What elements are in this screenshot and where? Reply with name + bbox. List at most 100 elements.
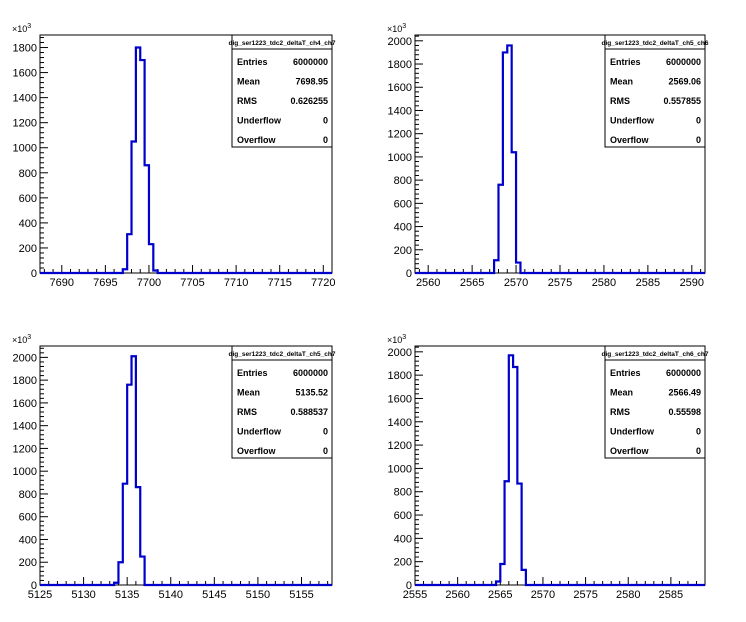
y-tick-label: 600 (394, 198, 412, 210)
histogram-bin (123, 484, 127, 585)
y-tick-label: 2000 (13, 352, 37, 364)
histogram-line (415, 44, 705, 275)
stats-value: 2569.06 (668, 77, 701, 87)
x-tick-label: 2570 (504, 277, 528, 289)
y-tick-label: 400 (19, 534, 37, 546)
x-tick-label: 7690 (50, 277, 74, 289)
y-tick-label: 1600 (388, 393, 412, 405)
stats-label: Underflow (237, 427, 282, 437)
x-tick-label: 2555 (403, 589, 427, 601)
stats-box (231, 345, 333, 459)
x-tick-label: 2590 (680, 277, 704, 289)
stats-label: Underflow (610, 116, 655, 126)
stats-value: 0 (323, 427, 328, 437)
stats-value: 7698.95 (295, 77, 328, 87)
y-tick-label: 600 (394, 510, 412, 522)
histogram-bin (140, 557, 144, 585)
stats-value: 6000000 (293, 57, 328, 67)
stats-label: Mean (610, 77, 633, 87)
stats-label: Entries (237, 57, 268, 67)
x-tick-label: 7700 (137, 277, 161, 289)
histogram-bin (132, 141, 136, 273)
y-tick-label: 200 (394, 557, 412, 569)
stats-value: 6000000 (666, 368, 701, 378)
histogram-bin (522, 570, 526, 585)
y-tick-label: 0 (406, 580, 412, 592)
histogram-bin (136, 487, 140, 585)
histogram-bin (145, 165, 149, 273)
histogram-bin (505, 481, 509, 585)
y-tick-label: 800 (394, 175, 412, 187)
y-tick-label: 600 (19, 512, 37, 524)
stats-value: 0.626255 (290, 96, 328, 106)
stats-label: RMS (610, 407, 630, 417)
stats-value: 0 (323, 116, 328, 126)
y-tick-label: 1400 (13, 421, 37, 433)
x-tick-label: 2565 (488, 589, 512, 601)
y-tick-label: 1000 (13, 466, 37, 478)
histogram-line (415, 354, 705, 587)
y-tick-label: 1000 (13, 143, 37, 155)
stats-value: 0.588537 (290, 407, 328, 417)
stats-label: Mean (610, 388, 633, 398)
y-tick-label: 800 (19, 168, 37, 180)
stats-value: 0 (696, 116, 701, 126)
stats-title: dig_ser1223_tdc2_deltaT_ch4_ch7 (229, 40, 336, 47)
histogram-pad-4: 0 200 400 600 800 1000 1200 1400 1600 1800 2000 255… (387, 334, 709, 601)
y-tick-label: 1800 (388, 370, 412, 382)
stats-value: 0 (696, 135, 701, 145)
x-tick-label: 7695 (93, 277, 117, 289)
x-tick-label: 2575 (573, 589, 597, 601)
histogram-pad-2: 0 200 400 600 800 1000 1200 1400 1600 1800 2000 256… (387, 23, 709, 289)
x-tick-label: 5155 (289, 589, 313, 601)
stats-value: 0.55598 (668, 407, 701, 417)
histogram-bin (123, 269, 127, 273)
histogram-bin (132, 356, 136, 585)
x-tick-label: 5135 (115, 589, 139, 601)
y-tick-label: 200 (394, 245, 412, 257)
y-tick-label: 1600 (13, 398, 37, 410)
y-tick-label: 200 (19, 557, 37, 569)
stats-value: 0 (323, 135, 328, 145)
stats-value: 6000000 (293, 368, 328, 378)
x-tick-label: 7710 (224, 277, 248, 289)
y-tick-label: 1200 (13, 443, 37, 455)
y-exponent-label: ×103 (387, 23, 406, 34)
x-tick-label: 2585 (659, 589, 683, 601)
y-tick-label: 400 (394, 222, 412, 234)
histogram-bin (500, 564, 504, 585)
stats-label: Mean (237, 77, 260, 87)
x-tick-label: 2560 (416, 277, 440, 289)
stats-label: RMS (237, 96, 257, 106)
histogram-line (40, 46, 332, 275)
histogram-bin (509, 355, 513, 585)
stats-value: 6000000 (666, 57, 701, 67)
y-tick-label: 2000 (388, 36, 412, 48)
x-tick-label: 7715 (267, 277, 291, 289)
y-tick-label: 1400 (13, 93, 37, 105)
y-tick-label: 1400 (388, 417, 412, 429)
stats-label: Entries (237, 368, 268, 378)
histogram-bin (498, 185, 502, 273)
x-tick-label: 2580 (592, 277, 616, 289)
x-tick-label: 2575 (548, 277, 572, 289)
stats-box (604, 345, 706, 459)
histogram-bin (118, 562, 122, 585)
histogram-pad-3: 0 200 400 600 800 1000 1200 1400 1600 1800 2000 512… (12, 334, 336, 601)
stats-title: dig_ser1223_tdc2_deltaT_ch5_ch6 (602, 40, 709, 47)
y-tick-label: 1000 (388, 463, 412, 475)
stats-label: Mean (237, 388, 260, 398)
y-tick-label: 200 (19, 243, 37, 255)
histogram-bin (512, 152, 516, 273)
y-tick-label: 1800 (388, 59, 412, 71)
stats-value: 0 (696, 446, 701, 456)
x-tick-label: 5145 (202, 589, 226, 601)
stats-value: 0 (323, 446, 328, 456)
histogram-bin (127, 385, 131, 585)
y-tick-label: 1200 (388, 440, 412, 452)
stats-label: Entries (610, 57, 641, 67)
x-tick-label: 5125 (28, 589, 52, 601)
x-tick-label: 5140 (159, 589, 183, 601)
y-tick-label: 0 (406, 268, 412, 280)
